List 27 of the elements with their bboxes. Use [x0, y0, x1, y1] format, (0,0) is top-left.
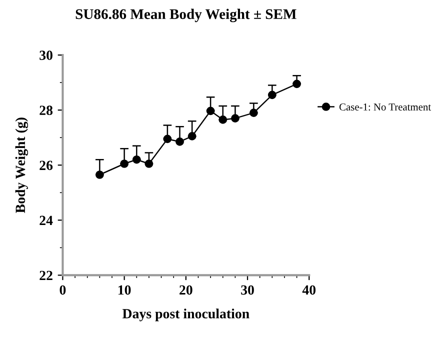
point	[250, 108, 258, 117]
y-axis-title: Body Weight (g)	[15, 118, 28, 213]
x-tick-label: 40	[302, 285, 316, 295]
y-tick-label: 22	[40, 270, 52, 280]
point	[292, 80, 301, 88]
y-tick-label: 24	[40, 216, 53, 225]
point	[144, 160, 154, 168]
point	[268, 90, 276, 100]
y-tick-label: 26	[40, 160, 53, 170]
x-tick-label: 20	[180, 285, 192, 295]
point	[163, 134, 172, 144]
point	[218, 116, 228, 124]
y-tick-label: 28	[40, 106, 53, 116]
x-axis-title: Days post inoculation	[122, 308, 250, 322]
x-tick-label: 10	[118, 285, 131, 295]
x-tick-label: 30	[241, 285, 254, 295]
point	[188, 132, 196, 140]
chart-title: SU86.86 Mean Body Weight ± SEM	[76, 8, 296, 22]
point	[120, 160, 128, 168]
y-tick-label: 30	[40, 50, 52, 60]
point	[96, 170, 104, 179]
legend-label: Case-1: No Treatment	[339, 104, 431, 111]
point	[206, 106, 215, 116]
x-tick-label: 0	[60, 285, 66, 295]
point	[231, 114, 240, 123]
point	[176, 138, 184, 146]
point	[132, 155, 141, 164]
